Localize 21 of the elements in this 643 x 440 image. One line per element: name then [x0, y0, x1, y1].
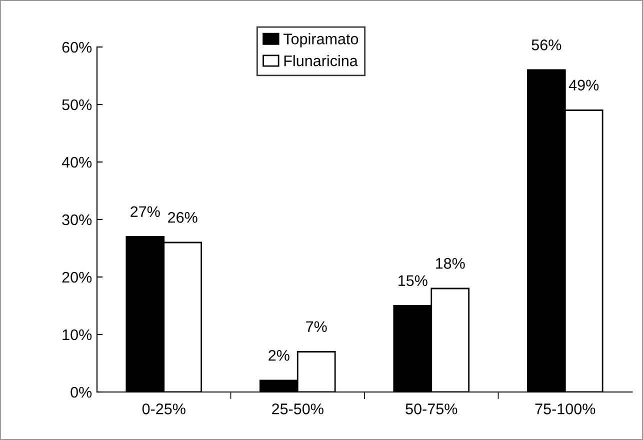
data-label: 27% — [130, 206, 160, 218]
y-tick-label: 60% — [62, 42, 92, 53]
data-label: 18% — [436, 258, 465, 269]
data-label: 15% — [398, 275, 428, 286]
x-tick-label: 25-50% — [272, 404, 324, 414]
y-tick-label: 10% — [62, 329, 92, 340]
x-tick-label: 75-100% — [535, 404, 596, 414]
y-tick-label: 50% — [62, 99, 92, 110]
y-tick-label: 40% — [62, 156, 92, 168]
x-tick-label: 50-75% — [406, 404, 458, 414]
legend-label: Flunaricina — [284, 55, 358, 66]
data-label: 26% — [168, 212, 198, 223]
y-tick-label: 30% — [62, 214, 92, 226]
x-tick-label: 0-25% — [142, 404, 186, 414]
data-label: 2% — [268, 350, 290, 361]
data-label: 56% — [532, 39, 562, 50]
data-label: 7% — [306, 321, 327, 332]
data-label: 49% — [568, 80, 599, 91]
y-tick-label: 0% — [70, 386, 92, 398]
y-tick-label: 20% — [62, 272, 92, 283]
legend-label: Topiramato — [283, 33, 358, 48]
